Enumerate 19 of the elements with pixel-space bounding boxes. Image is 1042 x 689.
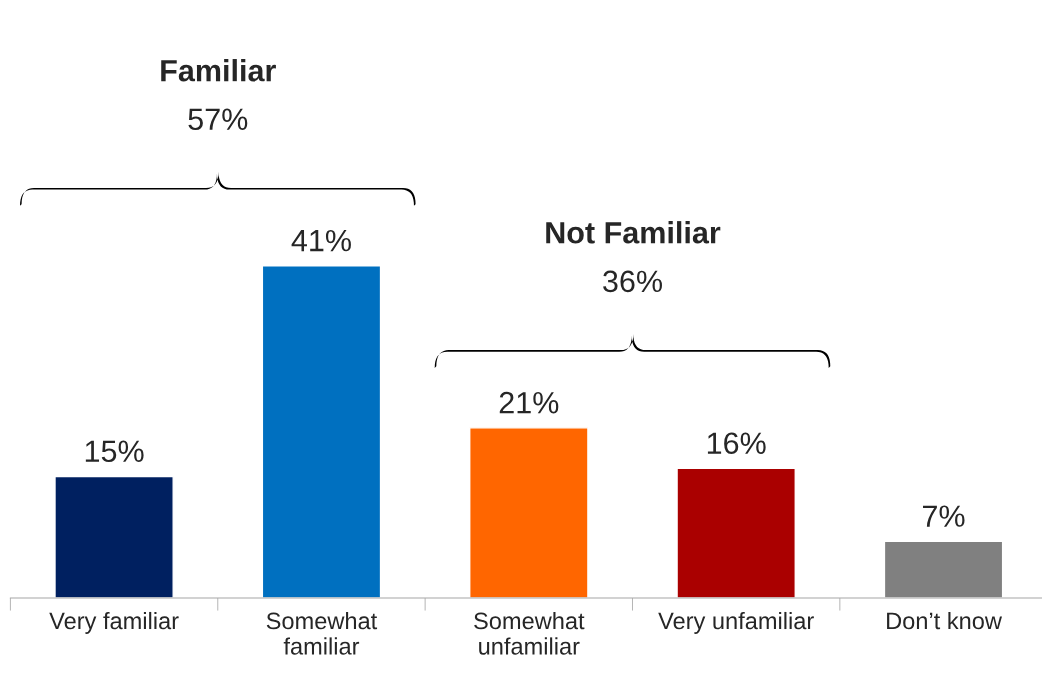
annotation: 36% bbox=[603, 270, 662, 293]
text: Familiar bbox=[161, 59, 276, 82]
bar bbox=[883, 540, 1004, 599]
x-tick-label: Somewhat familiar bbox=[266, 611, 378, 655]
x-tick-label: Very familiar bbox=[49, 611, 179, 634]
data-label: 7% bbox=[923, 505, 965, 527]
bar bbox=[676, 467, 796, 599]
data-label: 16% bbox=[707, 432, 766, 455]
bar bbox=[261, 265, 382, 599]
x-tick-label: Somewhat unfamiliar bbox=[474, 611, 585, 655]
bar bbox=[469, 427, 589, 599]
x-tick-label: Very unfamiliar bbox=[658, 611, 814, 634]
text: Not Familiar bbox=[546, 221, 721, 244]
text: 57% bbox=[188, 108, 248, 131]
x-tick-label: Don’t know bbox=[887, 611, 1002, 630]
data-label: 41% bbox=[291, 229, 351, 252]
data-label: 15% bbox=[85, 440, 144, 463]
bar bbox=[54, 475, 174, 599]
data-label: 21% bbox=[499, 391, 559, 414]
